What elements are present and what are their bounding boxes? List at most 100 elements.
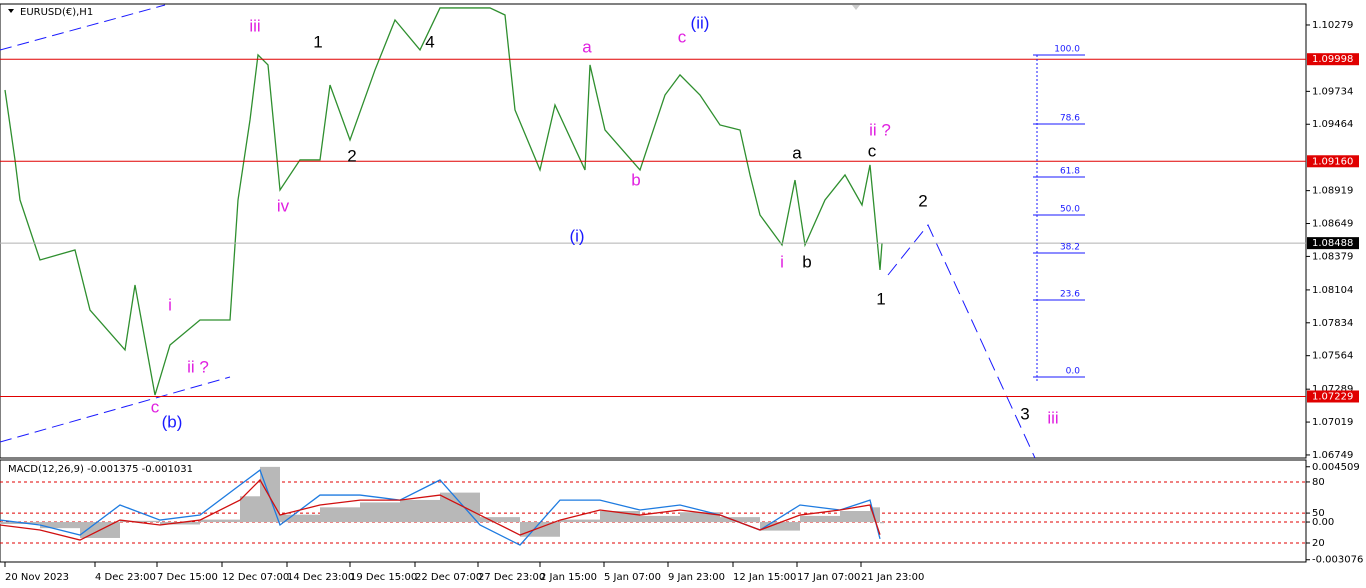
wave-label: a	[792, 143, 802, 162]
macd-bar	[880, 522, 884, 524]
wave-label: i	[780, 252, 784, 271]
macd-bar	[40, 522, 80, 529]
macd-bar	[560, 519, 600, 523]
x-tick-label: 20 Nov 2023	[5, 572, 69, 583]
wave-label: c	[151, 397, 160, 416]
price-label: 1.09160	[1312, 156, 1353, 167]
wave-label: b	[631, 170, 640, 189]
y-tick-label: 1.07019	[1312, 417, 1353, 428]
price-label-box	[1307, 237, 1359, 250]
macd-bar	[800, 515, 840, 523]
macd-title: MACD(12,26,9) -0.001375 -0.001031	[8, 464, 193, 475]
macd-bar	[200, 519, 240, 523]
price-label: 1.09998	[1312, 54, 1353, 65]
x-tick-label: 21 Jan 23:00	[861, 572, 924, 583]
wave-label: 1	[313, 32, 322, 51]
wave-label: c	[678, 27, 687, 46]
wave-label: 2	[347, 146, 356, 165]
wave-label: 4	[425, 32, 434, 51]
wave-label: (b)	[162, 413, 183, 432]
y-tick-label: 80	[1312, 477, 1325, 488]
y-tick-label: 1.08649	[1312, 219, 1353, 230]
fib-label: 23.6	[1060, 290, 1080, 300]
x-tick-label: 27 Dec 23:00	[478, 572, 545, 583]
y-tick-label: 0.004509	[1312, 462, 1360, 473]
y-tick-label: 1.08379	[1312, 251, 1353, 262]
macd-bar	[280, 514, 320, 523]
y-tick-label: 1.07834	[1312, 318, 1353, 329]
x-tick-label: 2 Jan 15:00	[540, 572, 597, 583]
x-tick-label: 5 Jan 07:00	[604, 572, 661, 583]
y-tick-label: 1.08104	[1312, 285, 1353, 296]
macd-bar	[480, 517, 520, 523]
price-label-box	[1307, 53, 1359, 66]
wave-label: ii ?	[869, 120, 891, 139]
wave-label: c	[868, 142, 877, 161]
y-tick-label: 1.10279	[1312, 20, 1353, 31]
series-line	[4, 7, 883, 396]
shift-marker[interactable]	[852, 5, 860, 10]
fib-label: 38.2	[1060, 242, 1080, 252]
wave-label: iii	[1047, 409, 1058, 428]
x-tick-label: 4 Dec 23:00	[95, 572, 156, 583]
wave-label: ii ?	[187, 357, 209, 376]
y-tick-label: 1.08919	[1312, 186, 1353, 197]
x-tick-label: 9 Jan 23:00	[668, 572, 725, 583]
macd-bar	[680, 512, 720, 523]
x-tick-label: 14 Dec 23:00	[287, 572, 354, 583]
price-label: 1.08488	[1312, 238, 1353, 249]
chart-title: EURUSD(€),H1	[20, 7, 93, 18]
main-panel	[0, 3, 1307, 459]
wave-label: b	[802, 252, 811, 271]
y-tick-label: 1.06749	[1312, 450, 1353, 461]
fib-label: 78.6	[1060, 114, 1080, 124]
macd-bar	[760, 522, 800, 531]
y-tick-label: 50	[1312, 508, 1325, 519]
fib-label: 61.8	[1060, 166, 1080, 176]
macd-bar	[400, 499, 440, 523]
y-tick-label: 0.00	[1312, 517, 1334, 528]
y-tick-label: -0.003076	[1312, 555, 1363, 566]
macd-bar	[600, 511, 640, 523]
symbol-menu-icon[interactable]	[8, 9, 14, 13]
macd-bar	[870, 507, 880, 523]
macd-bar	[240, 496, 260, 523]
macd-bar	[640, 515, 680, 523]
macd-bar	[160, 522, 200, 525]
series-line	[0, 478, 881, 541]
fib-label: 0.0	[1066, 366, 1081, 376]
x-tick-label: 17 Jan 07:00	[797, 572, 860, 583]
wave-label: i	[168, 295, 172, 314]
wave-label: iv	[277, 196, 290, 215]
fib-label: 100.0	[1054, 44, 1080, 54]
x-tick-label: 19 Dec 15:00	[350, 572, 417, 583]
y-tick-label: 1.07564	[1312, 351, 1353, 362]
wave-label: (i)	[569, 227, 584, 246]
x-tick-label: 12 Jan 15:00	[733, 572, 796, 583]
price-label-box	[1307, 155, 1359, 168]
wave-label: iii	[249, 16, 260, 35]
x-tick-label: 12 Dec 07:00	[222, 572, 289, 583]
trend-line	[0, 376, 231, 443]
y-tick-label: 1.09464	[1312, 119, 1353, 130]
wave-label: 3	[1020, 404, 1029, 423]
projection-line	[887, 224, 1036, 459]
macd-bar	[840, 511, 870, 523]
macd-panel	[0, 459, 1307, 563]
y-tick-label: 20	[1312, 538, 1325, 549]
macd-bar	[720, 517, 760, 523]
macd-bar	[260, 466, 280, 523]
wave-label: (ii)	[691, 13, 710, 32]
wave-label: 1	[876, 290, 885, 309]
price-label: 1.07229	[1312, 391, 1353, 402]
fib-label: 50.0	[1060, 204, 1080, 214]
macd-bar	[120, 520, 160, 523]
trend-line	[0, 4, 166, 51]
wave-label: a	[582, 37, 592, 56]
macd-bar	[520, 522, 560, 537]
wave-label: 2	[918, 191, 927, 210]
x-tick-label: 22 Dec 07:00	[415, 572, 482, 583]
x-tick-label: 7 Dec 15:00	[157, 572, 218, 583]
price-label-box	[1307, 390, 1359, 403]
